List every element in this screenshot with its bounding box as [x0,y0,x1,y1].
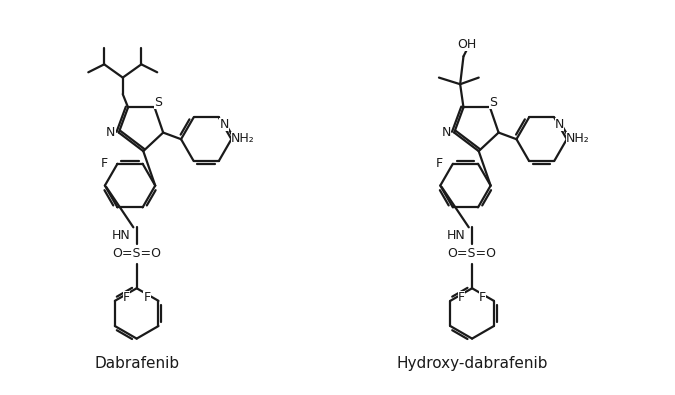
Text: HN: HN [447,229,466,242]
Text: N: N [219,118,229,130]
Text: F: F [123,291,130,304]
Text: NH₂: NH₂ [231,132,254,145]
Text: S: S [489,96,497,109]
Text: N: N [235,133,244,146]
Text: N: N [555,118,564,130]
Text: O=S=O: O=S=O [448,247,497,260]
Text: F: F [479,291,486,304]
Text: N: N [570,133,579,146]
Text: OH: OH [457,38,477,51]
Text: Hydroxy-dabrafenib: Hydroxy-dabrafenib [396,356,548,371]
Text: Dabrafenib: Dabrafenib [94,356,180,371]
Text: NH₂: NH₂ [566,132,590,145]
Text: N: N [441,126,451,139]
Text: F: F [143,291,151,304]
Text: F: F [458,291,465,304]
Text: F: F [436,157,443,170]
Text: HN: HN [111,229,130,242]
Text: S: S [154,96,162,109]
Text: N: N [106,126,115,139]
Text: O=S=O: O=S=O [112,247,161,260]
Text: F: F [101,157,107,170]
